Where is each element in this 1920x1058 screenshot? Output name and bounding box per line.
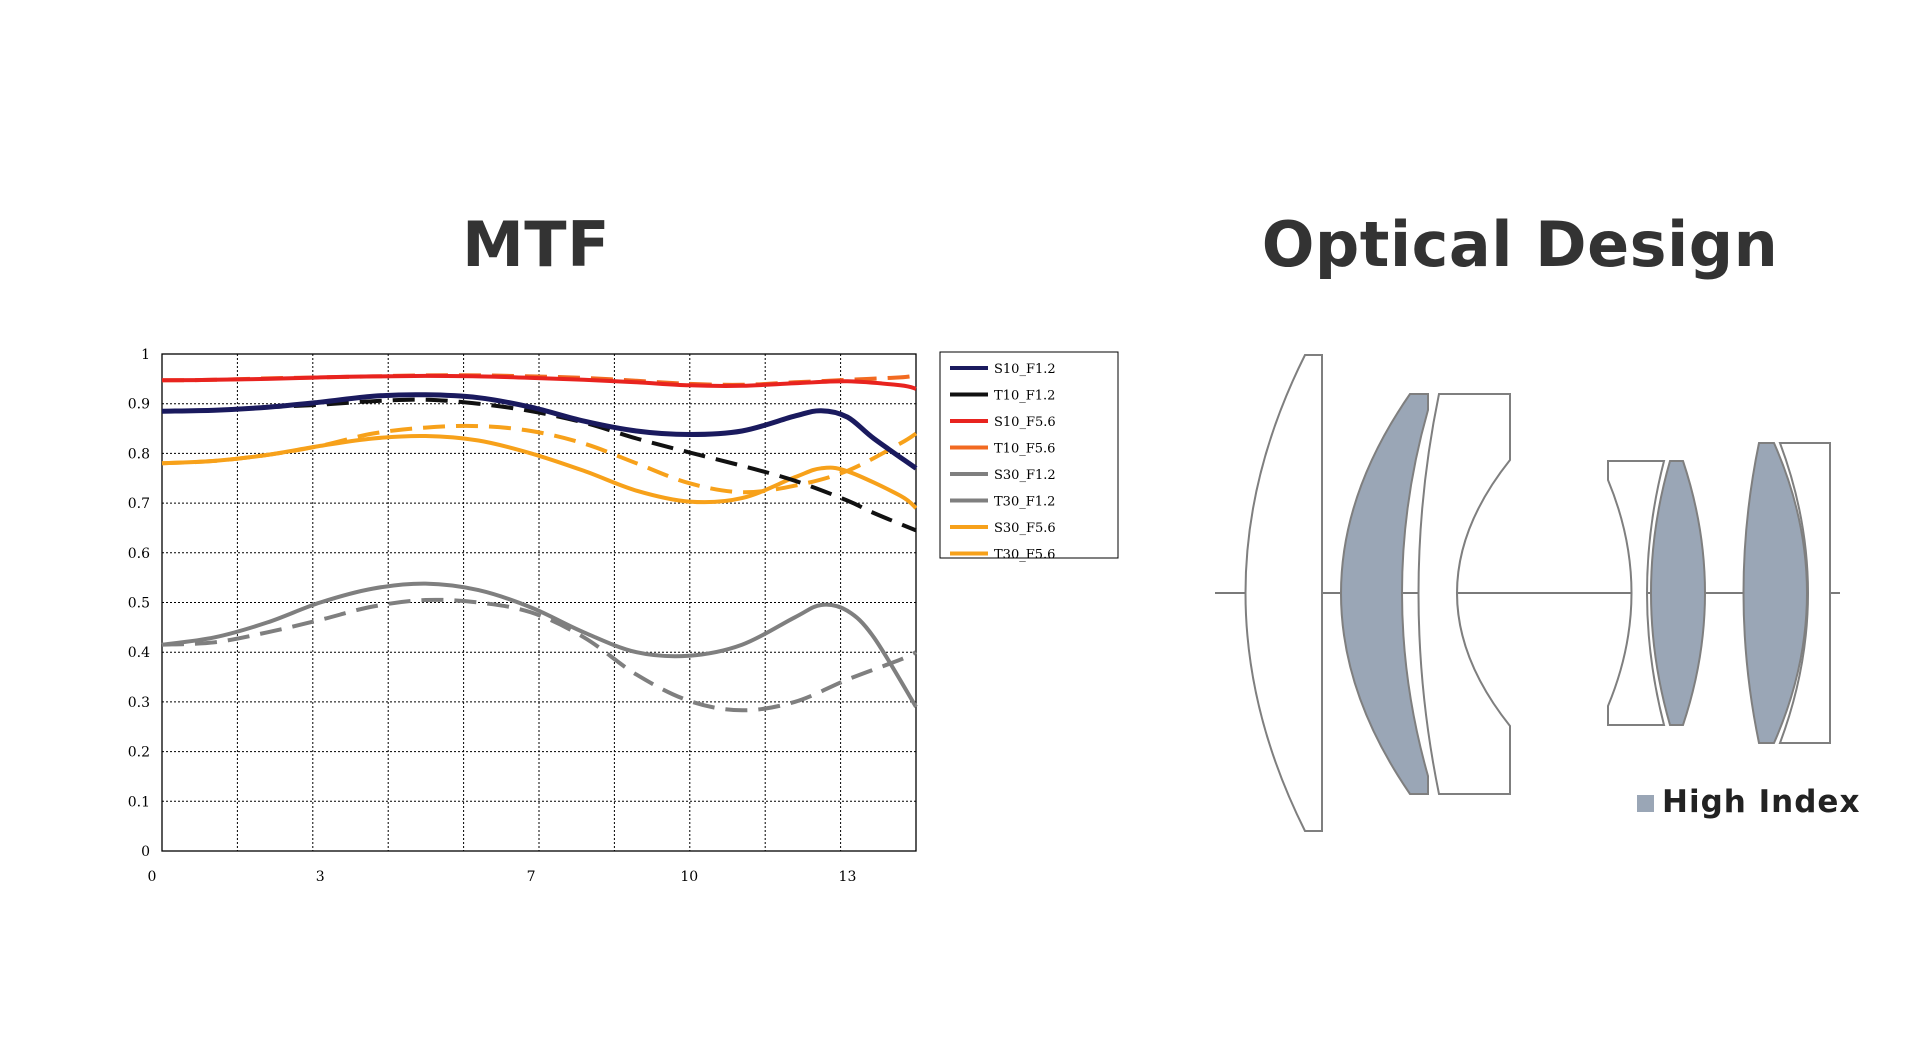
chart-legend: S10_F1.2 T10_F1.2 S10_F5.6 T10_F5.6 S30_F1.2… [939, 351, 1119, 563]
legend-box [939, 351, 1119, 559]
plot-frame [161, 353, 917, 852]
y-tick-label: 0.8 [128, 446, 150, 462]
series-line-S30_F5.6 [161, 433, 918, 510]
y-tick-label: 0.6 [128, 546, 150, 562]
legend-label: S30_F5.6 [994, 521, 1056, 536]
series-line-T30_F1.2 [161, 597, 917, 713]
series-line-S10_F1.2 [161, 392, 918, 471]
lens-element-5-high-index [1650, 460, 1706, 726]
y-tick-label: 0 [141, 844, 150, 860]
legend-label: S10_F1.2 [994, 362, 1056, 377]
lens-diagram: High Index [1215, 354, 1860, 832]
series-line-S30_F1.2 [161, 581, 918, 708]
lens-element-4 [1607, 460, 1666, 726]
x-tick-label: 13 [839, 869, 857, 885]
x-tick-label: 3 [316, 869, 325, 885]
chart-grid [162, 354, 916, 851]
lens-element-2-high-index [1340, 393, 1429, 795]
x-tick-label: 0 [148, 869, 157, 885]
y-tick-labels: 0 0.1 0.2 0.3 0.4 0.5 0.6 0.7 0.8 0.9 1 [128, 347, 150, 860]
y-tick-label: 0.1 [128, 794, 150, 810]
lens-element-7 [1778, 442, 1831, 744]
y-tick-label: 1 [141, 347, 150, 363]
y-tick-label: 0.2 [128, 745, 150, 761]
mtf-chart: 0 0.1 0.2 0.3 0.4 0.5 0.6 0.7 0.8 0.9 1 0 3 7 10 13 S1… [128, 347, 1119, 885]
legend-label: T30_F5.6 [994, 548, 1055, 563]
y-tick-label: 0.3 [128, 695, 150, 711]
mtf-title: MTF [462, 208, 610, 281]
x-tick-label: 7 [527, 869, 536, 885]
y-tick-label: 0.7 [128, 496, 150, 512]
y-tick-label: 0.5 [128, 596, 150, 612]
y-tick-label: 0.4 [128, 645, 150, 661]
high-index-label: High Index [1662, 784, 1860, 820]
x-tick-labels: 0 3 7 10 13 [148, 869, 857, 885]
lens-element-1 [1244, 354, 1323, 832]
series-lines [161, 373, 918, 713]
lens-element-3 [1417, 393, 1511, 795]
y-tick-label: 0.9 [128, 397, 150, 413]
legend-label: T10_F5.6 [994, 442, 1055, 457]
high-index-swatch [1637, 795, 1654, 812]
x-tick-label: 10 [680, 869, 698, 885]
legend-label: S10_F5.6 [994, 415, 1056, 430]
optical-design-title: Optical Design [1261, 208, 1779, 281]
lens-element-6-high-index [1742, 442, 1808, 744]
legend-label: T30_F1.2 [994, 495, 1055, 510]
legend-label: S30_F1.2 [994, 468, 1056, 483]
legend-label: T10_F1.2 [994, 389, 1055, 404]
series-line-S10_F5.6 [161, 373, 917, 391]
